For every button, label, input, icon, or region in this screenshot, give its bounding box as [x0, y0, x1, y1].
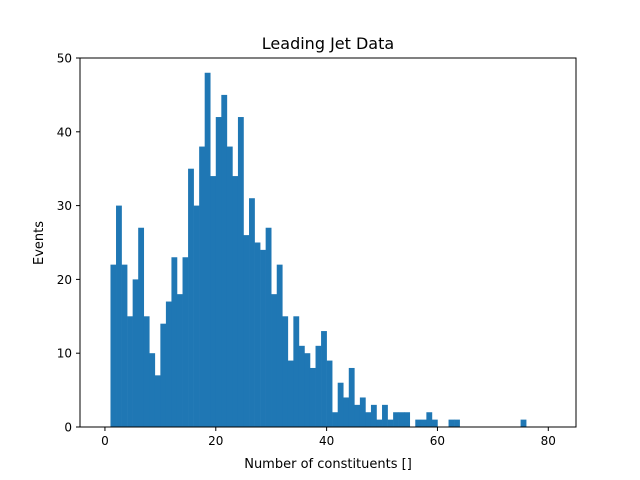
histogram-bar: [420, 419, 427, 427]
histogram-bar: [116, 205, 122, 427]
histogram-bar: [382, 404, 388, 427]
histogram-bar: [154, 375, 161, 427]
y-axis-ticks: 0 10 20 30 40 50: [57, 52, 80, 435]
histogram-bar: [271, 294, 278, 427]
histogram-bar: [520, 419, 527, 427]
y-axis-label: Events: [32, 221, 47, 265]
histogram-bar: [415, 419, 422, 427]
histogram-bar: [232, 176, 239, 427]
histogram-bar: [348, 367, 355, 427]
histogram-bar: [365, 412, 372, 427]
histogram-bar: [343, 397, 350, 427]
y-tick-label: 20: [57, 273, 72, 287]
histogram-bars: [110, 72, 527, 428]
histogram-bar: [127, 316, 133, 427]
chart-title: Leading Jet Data: [262, 34, 394, 53]
histogram-bar: [404, 412, 411, 427]
y-tick-label: 50: [57, 52, 72, 66]
histogram-bar: [332, 412, 338, 427]
histogram-bar: [149, 353, 156, 427]
histogram-bar: [376, 419, 383, 427]
histogram-bar: [359, 397, 366, 427]
histogram-bar: [276, 264, 283, 427]
histogram-bar: [448, 419, 455, 427]
histogram-bar: [182, 257, 189, 427]
histogram-bar: [370, 404, 377, 427]
x-tick-label: 60: [430, 434, 445, 448]
histogram-bar: [260, 249, 266, 427]
y-tick-label: 40: [57, 125, 72, 139]
histogram-bar: [188, 168, 194, 427]
histogram-bar: [265, 227, 272, 427]
histogram-bar: [237, 117, 244, 427]
y-tick-label: 0: [64, 421, 72, 435]
histogram-bar: [121, 264, 128, 427]
histogram-bar: [454, 419, 460, 427]
histogram-bar: [337, 382, 344, 427]
histogram-bar: [431, 419, 438, 427]
histogram-bar: [249, 198, 255, 427]
histogram-bar: [398, 412, 405, 427]
x-tick-label: 40: [319, 434, 334, 448]
histogram-bar: [176, 294, 183, 427]
histogram-bar: [321, 331, 327, 427]
histogram-bar: [387, 419, 394, 427]
histogram-bar: [110, 264, 117, 427]
x-tick-label: 80: [541, 434, 556, 448]
histogram-bar: [393, 412, 399, 427]
x-tick-label: 20: [208, 434, 223, 448]
histogram-bar: [165, 301, 172, 427]
histogram-bar: [204, 72, 211, 427]
histogram-bar: [293, 316, 300, 427]
histogram-bar: [199, 146, 205, 427]
histogram-bar: [210, 176, 217, 427]
histogram-bar: [215, 117, 222, 427]
histogram-bar: [226, 146, 233, 427]
histogram-bar: [304, 353, 311, 427]
x-axis-label: Number of constituents []: [244, 457, 412, 472]
histogram-bar: [221, 94, 228, 428]
x-tick-label: 0: [101, 434, 109, 448]
histogram-bar: [315, 345, 322, 427]
y-tick-label: 30: [57, 199, 72, 213]
histogram-bar: [193, 205, 200, 427]
histogram-bar: [132, 279, 139, 427]
histogram-bar: [254, 242, 261, 427]
x-axis-ticks: 0 20 40 60 80: [101, 427, 556, 448]
histogram-bar: [143, 316, 150, 427]
histogram-bar: [160, 323, 167, 427]
histogram-bar: [426, 412, 433, 427]
histogram-bar: [309, 367, 316, 427]
histogram-bar: [138, 227, 145, 427]
histogram-bar: [287, 360, 294, 427]
histogram-bar: [326, 360, 333, 427]
y-tick-label: 10: [57, 347, 72, 361]
histogram-bar: [171, 257, 178, 427]
histogram-bar: [282, 316, 289, 427]
plot-frame: [79, 57, 577, 428]
histogram-bar: [354, 404, 361, 427]
histogram-bar: [298, 345, 305, 427]
histogram-bar: [243, 235, 250, 427]
